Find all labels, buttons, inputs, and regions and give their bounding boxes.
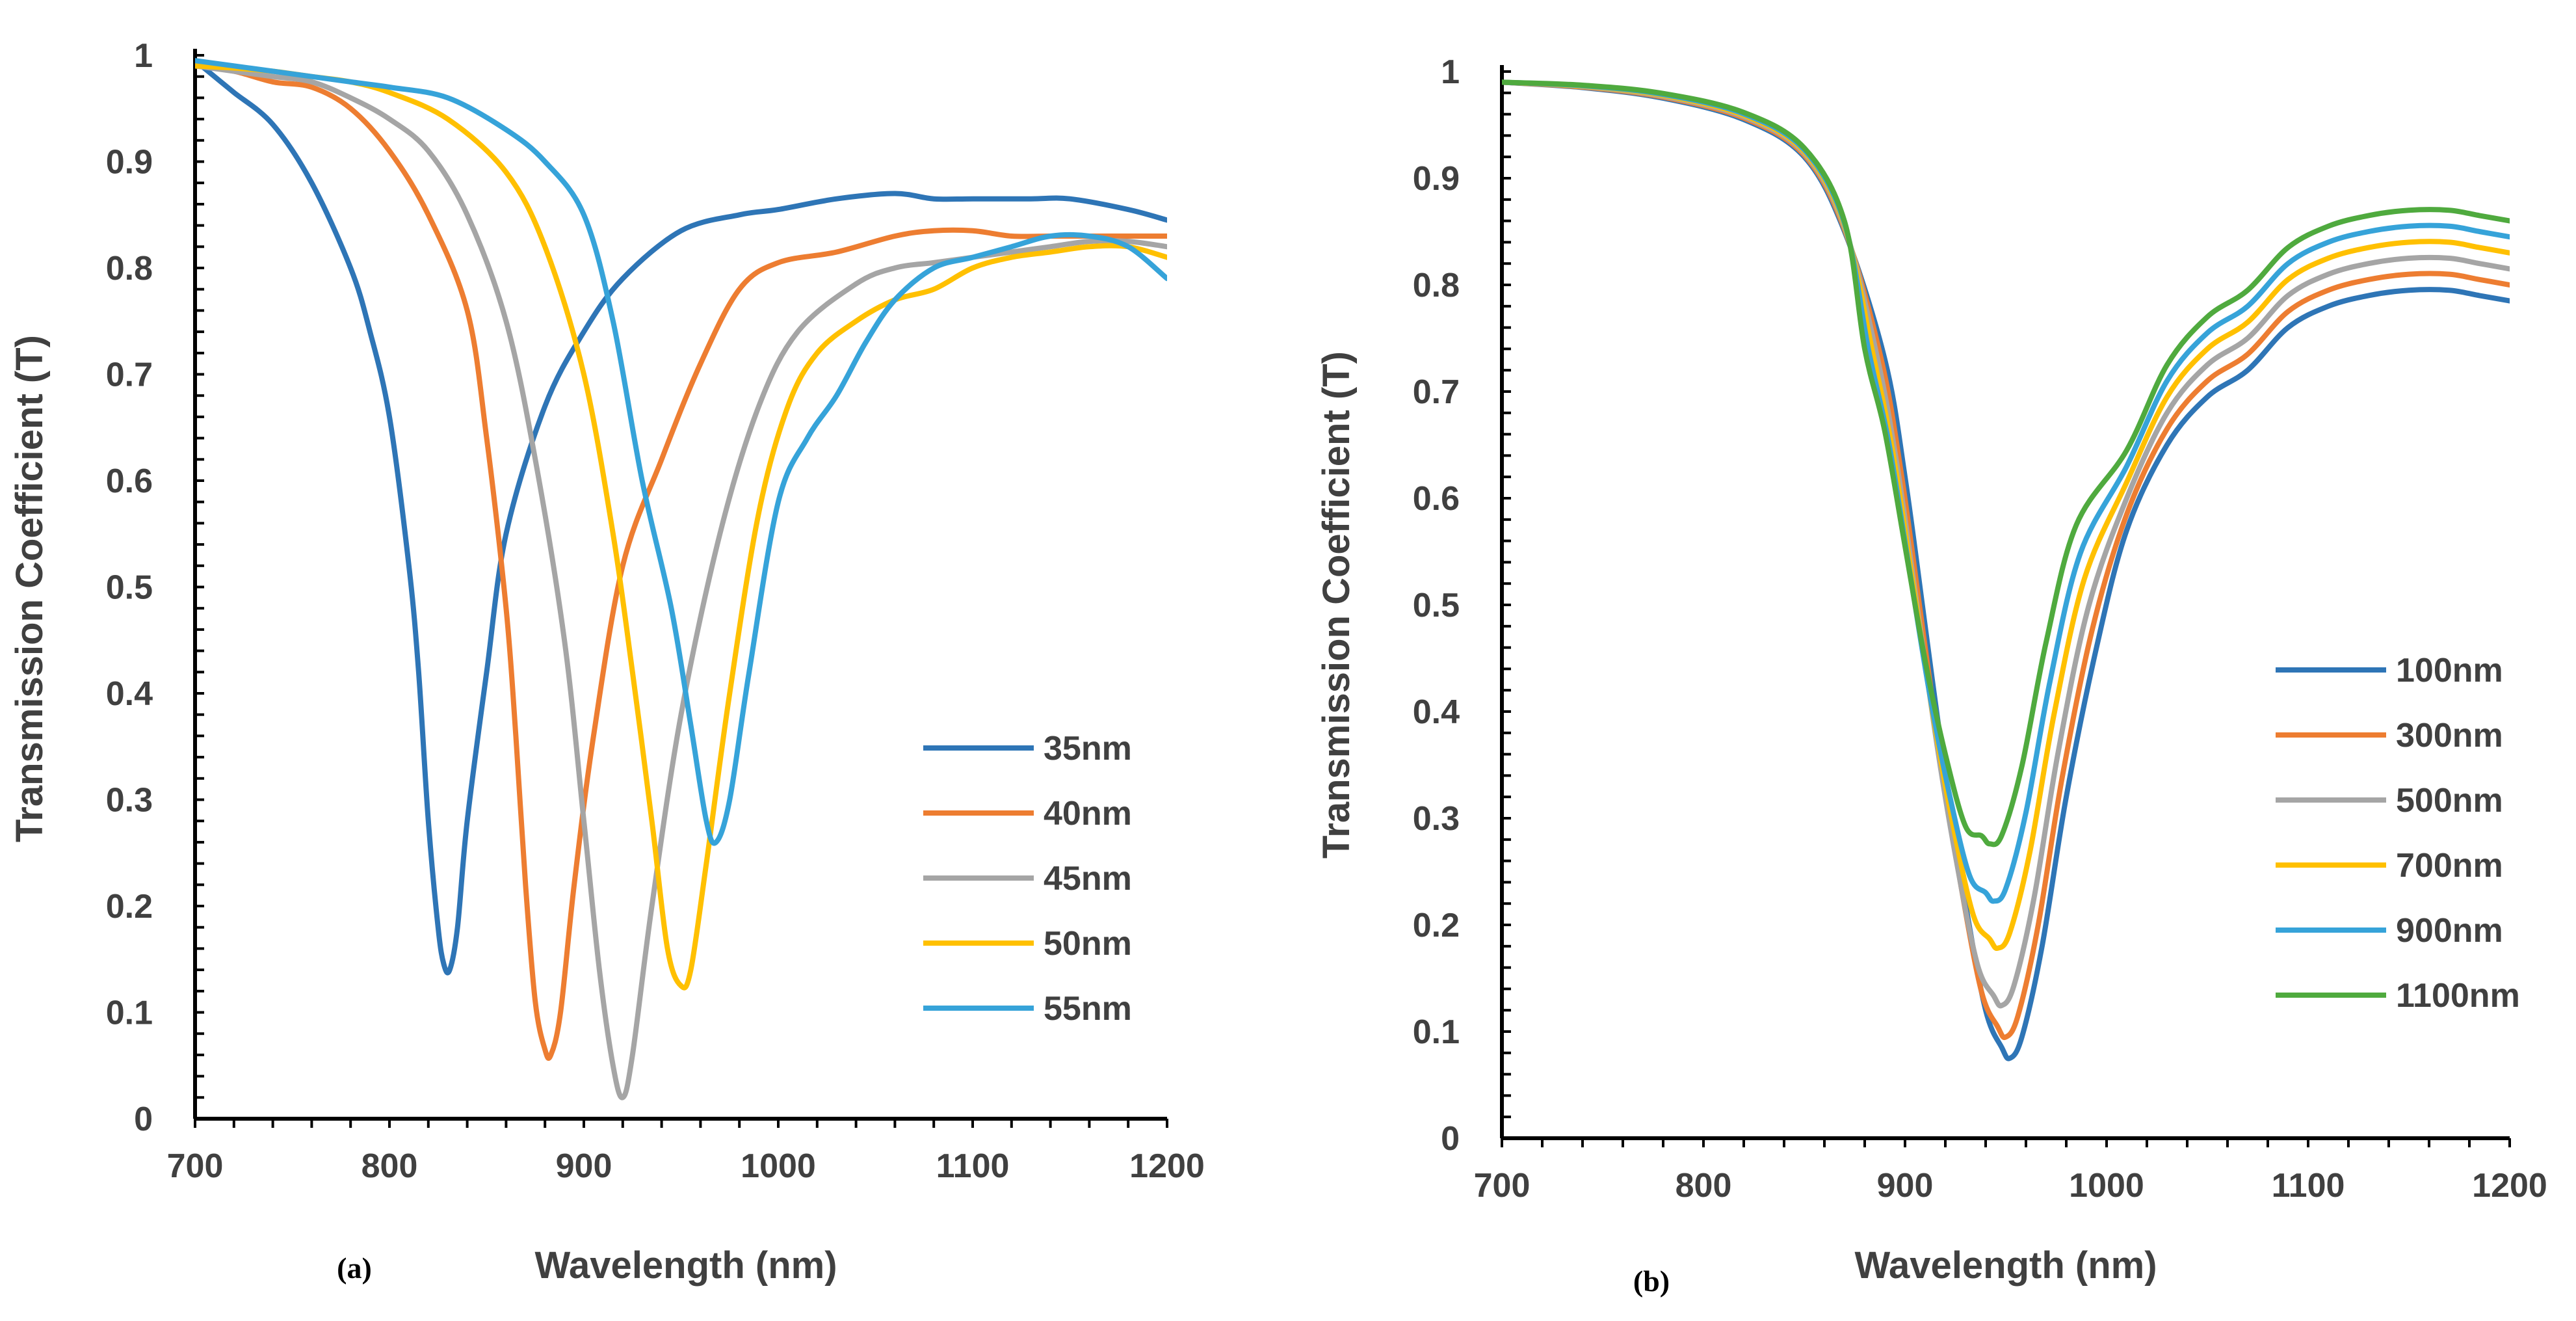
panel-b: 700 800 900 1000 1100 1200 0 0.1 0.2 0.3 0.4 0.5 0.6… bbox=[1315, 53, 2547, 1298]
x-axis-title: Wavelength (nm) bbox=[534, 1244, 837, 1287]
series-line-100nm bbox=[1502, 79, 2510, 1061]
x-axis-title: Wavelength (nm) bbox=[1854, 1244, 2157, 1287]
panel-label: (b) bbox=[1633, 1264, 1670, 1298]
series-line-55nm bbox=[195, 58, 1167, 846]
legend-label-900nm: 900nm bbox=[2396, 912, 2503, 950]
y-tick-label: 0.3 bbox=[106, 782, 153, 820]
x-tick-label: 1200 bbox=[2472, 1167, 2547, 1205]
series-line-40nm bbox=[195, 63, 1167, 1061]
x-tick-label: 800 bbox=[1676, 1167, 1732, 1205]
series-line-45nm bbox=[195, 63, 1167, 1101]
y-tick-label: 0.5 bbox=[1413, 587, 1460, 624]
x-tick-label: 1200 bbox=[1129, 1147, 1205, 1185]
x-tick-label: 1000 bbox=[741, 1147, 816, 1185]
y-tick-label: 0 bbox=[1441, 1120, 1460, 1158]
y-axis-title: Transmission Coefficient (T) bbox=[8, 335, 51, 842]
x-tick-label: 800 bbox=[361, 1147, 418, 1185]
panel-a: 700 800 900 1000 1100 1200 0 0.1 0.2 0.3 0.4 0.5 0.6… bbox=[8, 37, 1205, 1287]
panel-label: (a) bbox=[337, 1251, 372, 1285]
x-tick-label: 1000 bbox=[2069, 1167, 2144, 1205]
y-tick-label: 0.3 bbox=[1413, 800, 1460, 838]
legend-label-45nm: 45nm bbox=[1044, 860, 1132, 898]
y-tick-label: 0.9 bbox=[106, 144, 153, 181]
y-tick-label: 0.1 bbox=[1413, 1013, 1460, 1051]
legend-label-35nm: 35nm bbox=[1044, 730, 1132, 767]
x-tick-label: 700 bbox=[167, 1147, 224, 1185]
legend-label-500nm: 500nm bbox=[2396, 782, 2503, 820]
y-tick-label: 0.1 bbox=[106, 994, 153, 1032]
x-tick-label: 1100 bbox=[2272, 1167, 2345, 1205]
y-tick-label: 0.5 bbox=[106, 569, 153, 607]
y-tick-label: 0.9 bbox=[1413, 160, 1460, 198]
y-tick-label: 0.2 bbox=[1413, 907, 1460, 944]
y-tick-label: 1 bbox=[1441, 53, 1460, 91]
y-tick-label: 0 bbox=[134, 1101, 153, 1138]
y-tick-label: 0.6 bbox=[1413, 480, 1460, 518]
x-tick-label: 900 bbox=[556, 1147, 612, 1185]
y-tick-label: 0.4 bbox=[1413, 693, 1460, 731]
legend-label-40nm: 40nm bbox=[1044, 795, 1132, 833]
legend-label-300nm: 300nm bbox=[2396, 717, 2503, 754]
x-tick-label: 900 bbox=[1877, 1167, 1934, 1205]
y-tick-label: 0.2 bbox=[106, 888, 153, 926]
y-tick-label: 0.6 bbox=[106, 462, 153, 500]
y-axis-title: Transmission Coefficient (T) bbox=[1315, 351, 1358, 859]
legend-label-700nm: 700nm bbox=[2396, 847, 2503, 885]
y-tick-label: 1 bbox=[134, 37, 153, 75]
legend-label-1100nm: 1100nm bbox=[2396, 977, 2520, 1015]
x-tick-label: 1100 bbox=[936, 1147, 1010, 1185]
legend-label-50nm: 50nm bbox=[1044, 925, 1132, 963]
legend-label-55nm: 55nm bbox=[1044, 990, 1132, 1028]
y-tick-label: 0.4 bbox=[106, 675, 153, 713]
series-line-50nm bbox=[195, 63, 1167, 991]
x-tick-label: 700 bbox=[1474, 1167, 1531, 1205]
series-line-35nm bbox=[195, 58, 1167, 976]
y-tick-label: 0.8 bbox=[106, 250, 153, 287]
legend-label-100nm: 100nm bbox=[2396, 652, 2503, 689]
y-tick-label: 0.8 bbox=[1413, 267, 1460, 304]
series-line-900nm bbox=[1502, 79, 2510, 904]
series-line-1100nm bbox=[1502, 79, 2510, 847]
y-tick-label: 0.7 bbox=[106, 356, 153, 394]
y-tick-label: 0.7 bbox=[1413, 373, 1460, 411]
